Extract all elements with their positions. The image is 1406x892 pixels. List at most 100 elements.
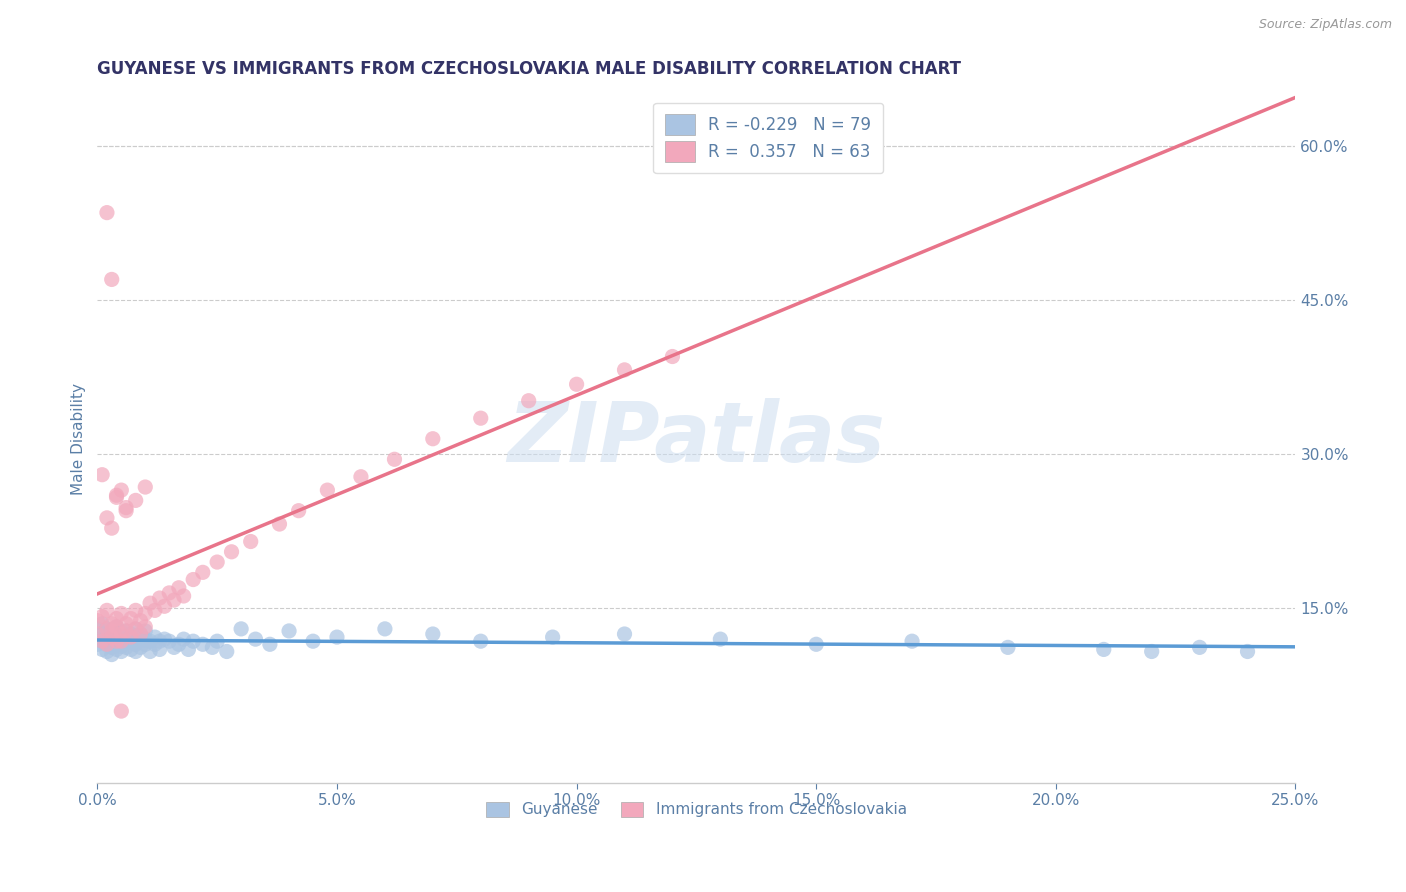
Point — [105, 642, 128, 657]
Point — [110, 644, 132, 658]
Point — [115, 636, 138, 650]
Point — [96, 603, 118, 617]
Point — [287, 504, 309, 518]
Point — [120, 642, 142, 657]
Point — [110, 640, 132, 654]
Point — [105, 488, 128, 502]
Point — [302, 634, 325, 648]
Point — [120, 632, 142, 647]
Point — [613, 627, 636, 641]
Point — [86, 614, 108, 628]
Y-axis label: Male Disability: Male Disability — [72, 383, 86, 495]
Point — [110, 624, 132, 639]
Point — [143, 637, 166, 651]
Point — [100, 640, 122, 655]
Point — [134, 480, 156, 494]
Point — [129, 627, 152, 641]
Point — [173, 632, 195, 647]
Point — [125, 493, 148, 508]
Point — [129, 614, 152, 628]
Point — [105, 628, 128, 642]
Point — [269, 516, 291, 531]
Point — [125, 622, 148, 636]
Point — [105, 637, 128, 651]
Point — [153, 599, 176, 614]
Point — [157, 586, 180, 600]
Point — [105, 634, 128, 648]
Point — [91, 642, 114, 657]
Point — [470, 634, 492, 648]
Point — [100, 616, 122, 631]
Point — [163, 593, 186, 607]
Point — [143, 630, 166, 644]
Point — [326, 630, 349, 644]
Point — [173, 589, 195, 603]
Point — [100, 627, 122, 641]
Point — [96, 637, 118, 651]
Point — [105, 620, 128, 634]
Point — [96, 622, 118, 636]
Point — [350, 469, 373, 483]
Point — [541, 630, 564, 644]
Point — [205, 555, 228, 569]
Point — [422, 627, 444, 641]
Point — [1092, 642, 1115, 657]
Point — [100, 648, 122, 662]
Point — [239, 534, 262, 549]
Point — [91, 616, 114, 631]
Point — [565, 377, 588, 392]
Point — [229, 622, 252, 636]
Point — [167, 581, 190, 595]
Point — [96, 637, 118, 651]
Point — [115, 616, 138, 631]
Point — [115, 504, 138, 518]
Point — [191, 566, 214, 580]
Point — [149, 634, 172, 648]
Point — [613, 363, 636, 377]
Point — [201, 640, 224, 655]
Text: GUYANESE VS IMMIGRANTS FROM CZECHOSLOVAKIA MALE DISABILITY CORRELATION CHART: GUYANESE VS IMMIGRANTS FROM CZECHOSLOVAK… — [97, 60, 962, 78]
Point — [157, 634, 180, 648]
Point — [259, 637, 281, 651]
Point — [125, 637, 148, 651]
Point — [86, 632, 108, 647]
Point — [110, 607, 132, 621]
Point — [134, 620, 156, 634]
Point — [143, 603, 166, 617]
Point — [374, 622, 396, 636]
Point — [91, 634, 114, 648]
Point — [316, 483, 339, 497]
Point — [100, 624, 122, 638]
Point — [125, 630, 148, 644]
Point — [96, 644, 118, 658]
Point — [105, 611, 128, 625]
Point — [86, 622, 108, 636]
Legend: Guyanese, Immigrants from Czechoslovakia: Guyanese, Immigrants from Czechoslovakia — [479, 796, 912, 823]
Point — [221, 545, 243, 559]
Point — [115, 624, 138, 638]
Point — [384, 452, 406, 467]
Point — [1236, 644, 1258, 658]
Point — [105, 491, 128, 505]
Point — [997, 640, 1019, 655]
Point — [1188, 640, 1211, 655]
Point — [1140, 644, 1163, 658]
Point — [110, 631, 132, 645]
Point — [110, 627, 132, 641]
Point — [115, 640, 138, 655]
Point — [91, 627, 114, 641]
Point — [105, 620, 128, 634]
Point — [181, 634, 204, 648]
Point — [134, 607, 156, 621]
Point — [422, 432, 444, 446]
Point — [105, 633, 128, 648]
Point — [163, 640, 186, 655]
Point — [139, 644, 162, 658]
Point — [153, 632, 176, 647]
Text: Source: ZipAtlas.com: Source: ZipAtlas.com — [1258, 18, 1392, 31]
Point — [709, 632, 731, 647]
Point — [134, 632, 156, 647]
Point — [91, 634, 114, 648]
Point — [167, 637, 190, 651]
Point — [115, 500, 138, 515]
